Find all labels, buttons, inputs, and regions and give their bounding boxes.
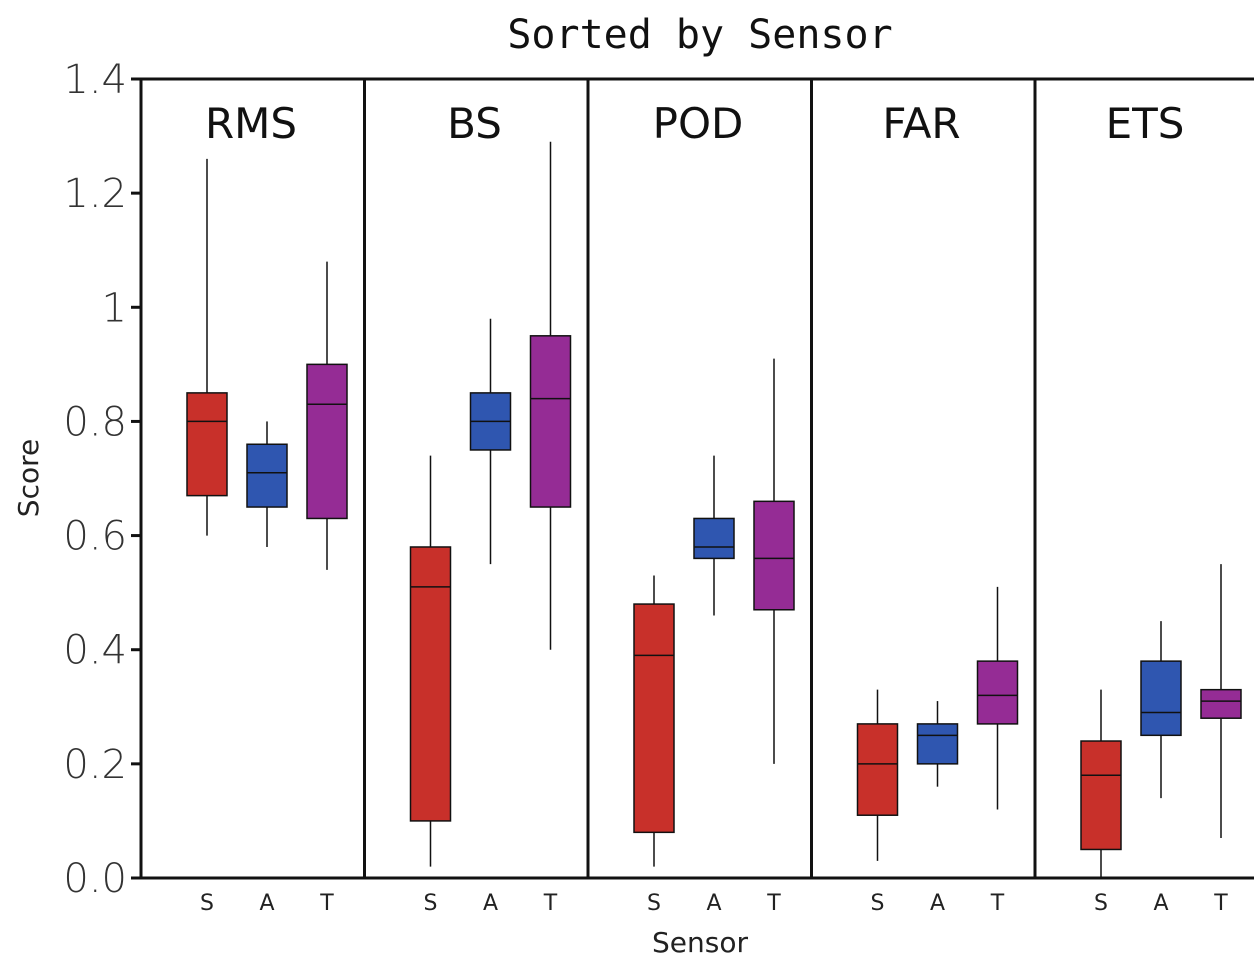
x-tick-label: A xyxy=(483,891,498,916)
y-tick-label: 1.4 xyxy=(63,57,127,103)
x-tick-label: T xyxy=(1213,891,1228,916)
chart-title: Sorted by Sensor xyxy=(507,12,892,58)
y-tick-label: 1.2 xyxy=(63,171,127,217)
box-far-t xyxy=(976,660,1019,725)
y-tick-label: 1 xyxy=(102,285,127,331)
x-tick-label: T xyxy=(543,891,558,916)
y-tick-label: 0.2 xyxy=(63,742,127,788)
x-tick-label: S xyxy=(1094,891,1108,916)
box-ets-t xyxy=(1200,688,1242,719)
box-bs-s xyxy=(409,546,452,822)
x-tick-label: A xyxy=(930,891,945,916)
y-tick-label: 0.6 xyxy=(63,514,127,560)
panel-label-pod: POD xyxy=(653,99,744,148)
x-tick-label: T xyxy=(990,891,1005,916)
x-tick-label: T xyxy=(766,891,781,916)
panel-label-ets: ETS xyxy=(1106,99,1185,148)
box-rms-s xyxy=(186,392,228,497)
x-tick-label: S xyxy=(424,891,438,916)
x-tick-label: T xyxy=(319,891,334,916)
box-pod-t xyxy=(753,500,795,611)
box-far-a xyxy=(916,723,959,765)
box-rms-t xyxy=(306,363,348,520)
y-tick-label: 0.0 xyxy=(63,856,127,902)
box-pod-a xyxy=(693,517,735,560)
box-ets-s xyxy=(1080,740,1122,851)
x-tick-label: S xyxy=(871,891,885,916)
y-tick-label: 0.4 xyxy=(63,628,127,674)
x-tick-label: S xyxy=(647,891,661,916)
box-bs-t xyxy=(529,335,572,508)
box-rms-a xyxy=(246,443,288,508)
box-ets-a xyxy=(1140,660,1182,737)
plot-area: 0.0 0.2 0.4 0.6 0.8 1 1.2 1.4 RMS S A T BS S A T POD S A T F… xyxy=(63,57,1254,916)
panel-label-bs: BS xyxy=(447,99,502,148)
y-axis-label: Score xyxy=(12,439,45,517)
box-pod-s xyxy=(633,603,675,834)
x-axis-label: Sensor xyxy=(652,926,748,956)
y-tick-label: 0.8 xyxy=(63,399,127,445)
box-far-s xyxy=(856,723,899,816)
x-tick-label: A xyxy=(1153,891,1168,916)
x-tick-label: A xyxy=(706,891,721,916)
x-tick-label: S xyxy=(200,891,214,916)
panel-label-rms: RMS xyxy=(205,99,297,148)
x-tick-label: A xyxy=(259,891,274,916)
panel-label-far: FAR xyxy=(882,99,960,148)
